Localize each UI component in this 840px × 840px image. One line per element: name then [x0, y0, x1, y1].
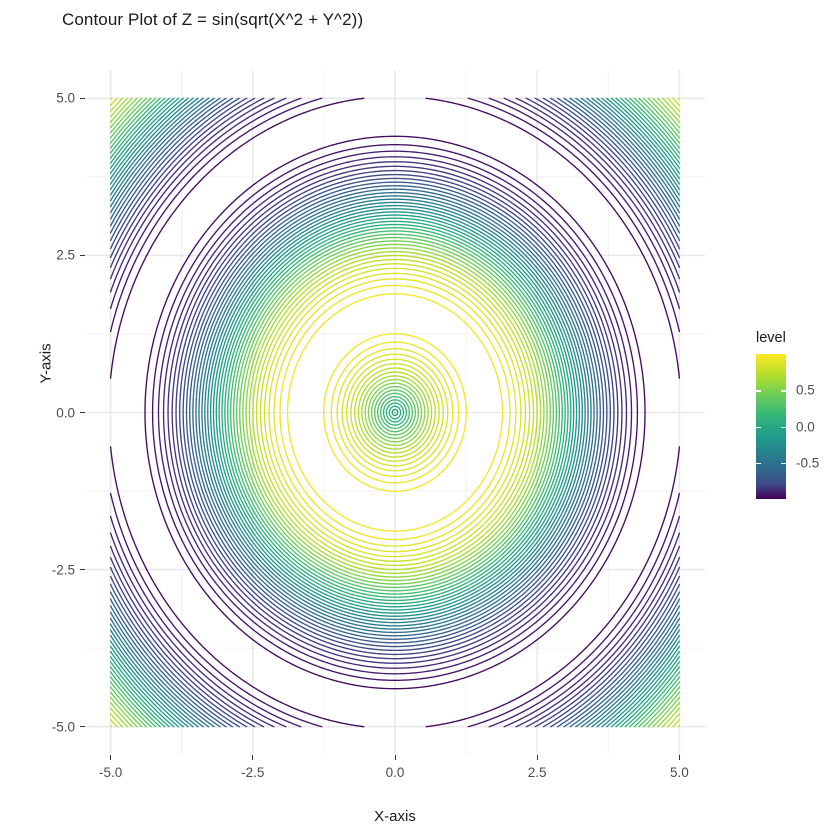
legend-colorbar-wrap: 0.5 0.0 -0.5	[756, 354, 819, 499]
y-tick-mark	[80, 569, 85, 571]
x-axis-title: X-axis	[374, 808, 416, 825]
x-tick-mark	[678, 755, 680, 760]
x-tick-mark	[252, 755, 254, 760]
y-tick-mark	[80, 412, 85, 413]
x-tick-mark	[110, 755, 112, 760]
contour-canvas	[85, 70, 705, 755]
legend-tick-label: 0.5	[796, 382, 815, 398]
legend-tick-mark	[781, 426, 786, 428]
x-tick-label: 2.5	[527, 765, 547, 780]
x-tick-label: -2.5	[241, 765, 265, 780]
y-tick-label: 2.5	[56, 247, 75, 263]
y-tick-label: 5.0	[56, 90, 75, 106]
legend-tick-mark	[756, 462, 761, 465]
legend-title: level	[756, 330, 786, 346]
y-tick-mark	[80, 254, 85, 256]
plot-panel	[85, 70, 705, 755]
y-axis-title: Y-axis	[37, 343, 55, 384]
x-tick-label: 0.0	[385, 765, 405, 780]
x-tick-label: 5.0	[670, 765, 689, 780]
x-tick-mark	[394, 755, 396, 760]
y-tick-label: -2.5	[51, 562, 75, 578]
legend-tick-mark	[756, 426, 761, 428]
y-tick-label: 0.0	[56, 405, 75, 420]
x-tick-label: -5.0	[98, 765, 123, 780]
y-tick-label: -5.0	[51, 719, 75, 735]
legend-tick-mark	[756, 390, 761, 392]
legend-tick-label: 0.0	[796, 419, 815, 434]
x-tick-mark	[536, 755, 538, 760]
legend: level 0.5 0.0 -0.5	[756, 330, 819, 499]
legend-tick-mark	[781, 390, 786, 392]
page-title: Contour Plot of Z = sin(sqrt(X^2 + Y^2))	[62, 10, 364, 29]
y-tick-mark	[80, 726, 85, 728]
legend-tick-label: -0.5	[796, 455, 820, 471]
y-tick-mark	[80, 97, 85, 99]
legend-tick-mark	[781, 462, 786, 465]
contour-lines	[109, 97, 681, 728]
